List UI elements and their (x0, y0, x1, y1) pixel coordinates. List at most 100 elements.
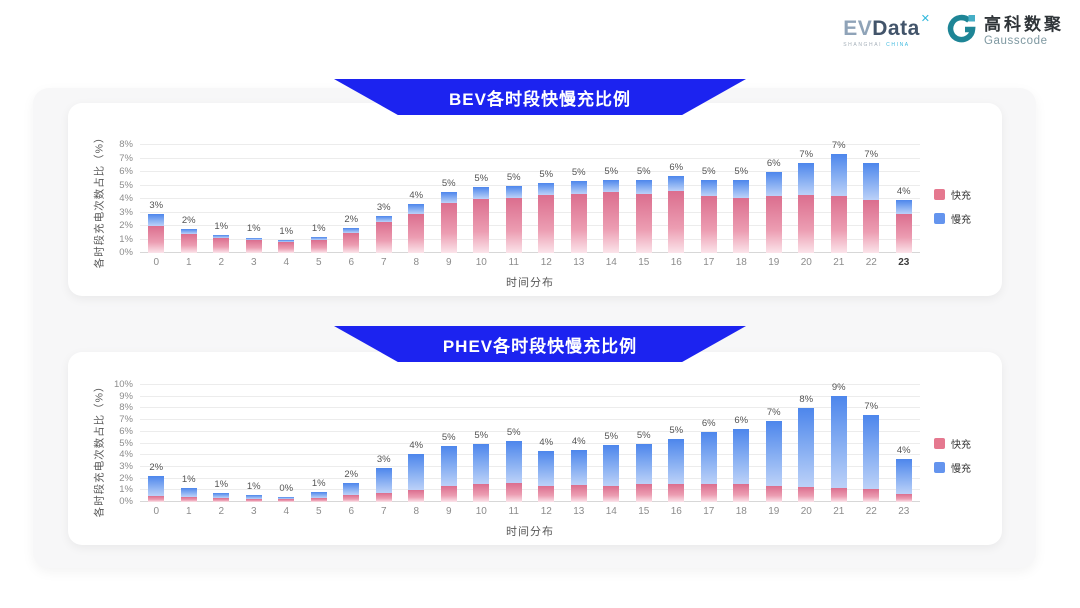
legend-item-slow-charge[interactable]: 慢充 (934, 211, 971, 226)
gridline (140, 407, 920, 409)
y-tick-label: 8% (119, 402, 133, 414)
fast-charge-segment (700, 484, 717, 502)
evdata-subtitle-right: CHINA (886, 42, 910, 48)
slow-charge-segment (863, 162, 880, 201)
stacked-bar (310, 236, 327, 253)
y-tick-label: 0% (119, 247, 133, 258)
x-tick-label: 18 (735, 257, 747, 268)
slow-charge-segment (343, 483, 360, 495)
y-tick-label: 3% (119, 206, 133, 218)
y-tick-label: 7% (119, 152, 133, 164)
y-tick-label: 5% (119, 179, 133, 191)
y-tick-label: 4% (119, 449, 133, 461)
phev-x-axis-title: 时间分布 (506, 526, 554, 538)
bar-slot-1: 1% (173, 385, 206, 502)
gridline (140, 198, 920, 199)
x-tick-label: 19 (768, 257, 780, 268)
bev-chart-card: 各时段充电次数占比（%） 0% 1% 2% 3% 4% 5% 6% 7% 8% 3% 2% 1% 1% 1… (68, 103, 1002, 296)
slow-charge-segment (245, 495, 262, 499)
x-tick-label: 15 (638, 257, 650, 268)
x-tick-label: 16 (670, 257, 682, 268)
legend-item-fast-charge[interactable]: 快充 (934, 187, 971, 202)
fast-charge-segment (440, 485, 457, 502)
bar-value-label: 2% (181, 214, 196, 226)
bar-slot-16: 5% (660, 385, 693, 502)
x-tick-label: 1 (185, 257, 192, 268)
bar-slot-9: 5% (433, 145, 466, 253)
gridline (140, 477, 920, 479)
fast-charge-segment (343, 494, 360, 502)
x-tick-label: 11 (508, 506, 519, 517)
bar-slot-6: 2% (335, 145, 368, 253)
fast-charge-segment (245, 498, 262, 502)
slow-charge-segment (895, 458, 912, 494)
bev-x-axis-title: 时间分布 (506, 277, 554, 289)
fast-charge-swatch (934, 189, 945, 200)
slow-charge-segment (863, 415, 880, 490)
fast-charge-segment (278, 499, 295, 502)
slow-charge-segment (700, 431, 717, 485)
bar-slot-5: 1% (303, 385, 336, 502)
stacked-bar (213, 234, 230, 253)
slow-charge-label: 慢充 (951, 464, 971, 475)
stacked-bar (310, 492, 327, 502)
fast-charge-segment (148, 496, 165, 502)
bar-value-label: 1% (311, 478, 326, 490)
legend-item-slow-charge[interactable]: 慢充 (934, 460, 971, 475)
x-tick-label: 22 (865, 506, 877, 517)
stacked-bar (375, 215, 392, 253)
fast-charge-segment (798, 194, 815, 253)
phev-y-axis-label: 各时段充电次数占比（%） (93, 380, 106, 517)
gridline (140, 252, 920, 253)
phev-title-banner: PHEV各时段快慢充比例 (334, 326, 746, 362)
stacked-bar (180, 228, 197, 253)
stacked-bar (700, 431, 717, 502)
fast-charge-segment (310, 239, 327, 253)
slow-charge-segment (148, 476, 165, 497)
bar-value-label: 7% (831, 140, 846, 152)
x-tick-label: 23 (898, 257, 910, 268)
evdata-x-icon: ✕ (920, 13, 930, 25)
stacked-bar (440, 445, 457, 502)
fast-charge-segment (668, 484, 685, 502)
slow-charge-segment (440, 445, 457, 486)
slow-charge-segment (310, 236, 327, 240)
bar-value-label: 7% (864, 401, 879, 413)
stacked-bar (798, 162, 815, 253)
fast-charge-segment (505, 483, 522, 502)
fast-charge-segment (473, 484, 490, 502)
bev-y-axis-label: 各时段充电次数占比（%） (93, 131, 106, 268)
x-tick-label: 7 (380, 257, 387, 268)
bar-value-label: 8% (799, 394, 814, 406)
bar-slot-20: 8% (790, 385, 823, 502)
stacked-bar (343, 483, 360, 502)
stacked-bar (245, 495, 262, 502)
bar-value-label: 3% (376, 454, 391, 466)
fast-charge-label: 快充 (951, 191, 971, 202)
bar-slot-9: 5% (433, 385, 466, 502)
gridline (140, 238, 920, 240)
bars: 2% 1% 1% 1% 0% 1% 2% 3% 4% 5% 5% 5% 4% 4% 5% 5% 5% 6% 6% 7%… (140, 382, 920, 502)
y-tick-label: 8% (119, 139, 133, 150)
x-tick-label: 8 (413, 506, 420, 517)
slow-charge-segment (245, 237, 262, 241)
fast-charge-segment (408, 213, 425, 253)
slow-charge-segment (603, 444, 620, 486)
stacked-bar (505, 441, 522, 502)
gridline (140, 489, 920, 491)
bar-value-label: 2% (344, 469, 359, 481)
bar-value-label: 4% (896, 444, 911, 456)
gridline (140, 144, 920, 145)
stacked-bar (635, 180, 652, 253)
x-tick-label: 22 (865, 257, 877, 268)
x-tick-label: 21 (833, 506, 845, 517)
stacked-bar (733, 429, 750, 502)
fast-charge-segment (668, 190, 685, 253)
phev-chart: 各时段充电次数占比（%） 0% 1% 2% 3% 4% 5% 6% 7% 8% 9% 10% 2% 1%… (68, 352, 1002, 545)
stacked-bar (538, 182, 555, 253)
bar-value-label: 5% (539, 168, 554, 180)
bar-value-label: 5% (701, 166, 716, 178)
bar-value-label: 5% (636, 166, 651, 178)
stacked-bar (863, 162, 880, 253)
legend-item-fast-charge[interactable]: 快充 (934, 436, 971, 451)
